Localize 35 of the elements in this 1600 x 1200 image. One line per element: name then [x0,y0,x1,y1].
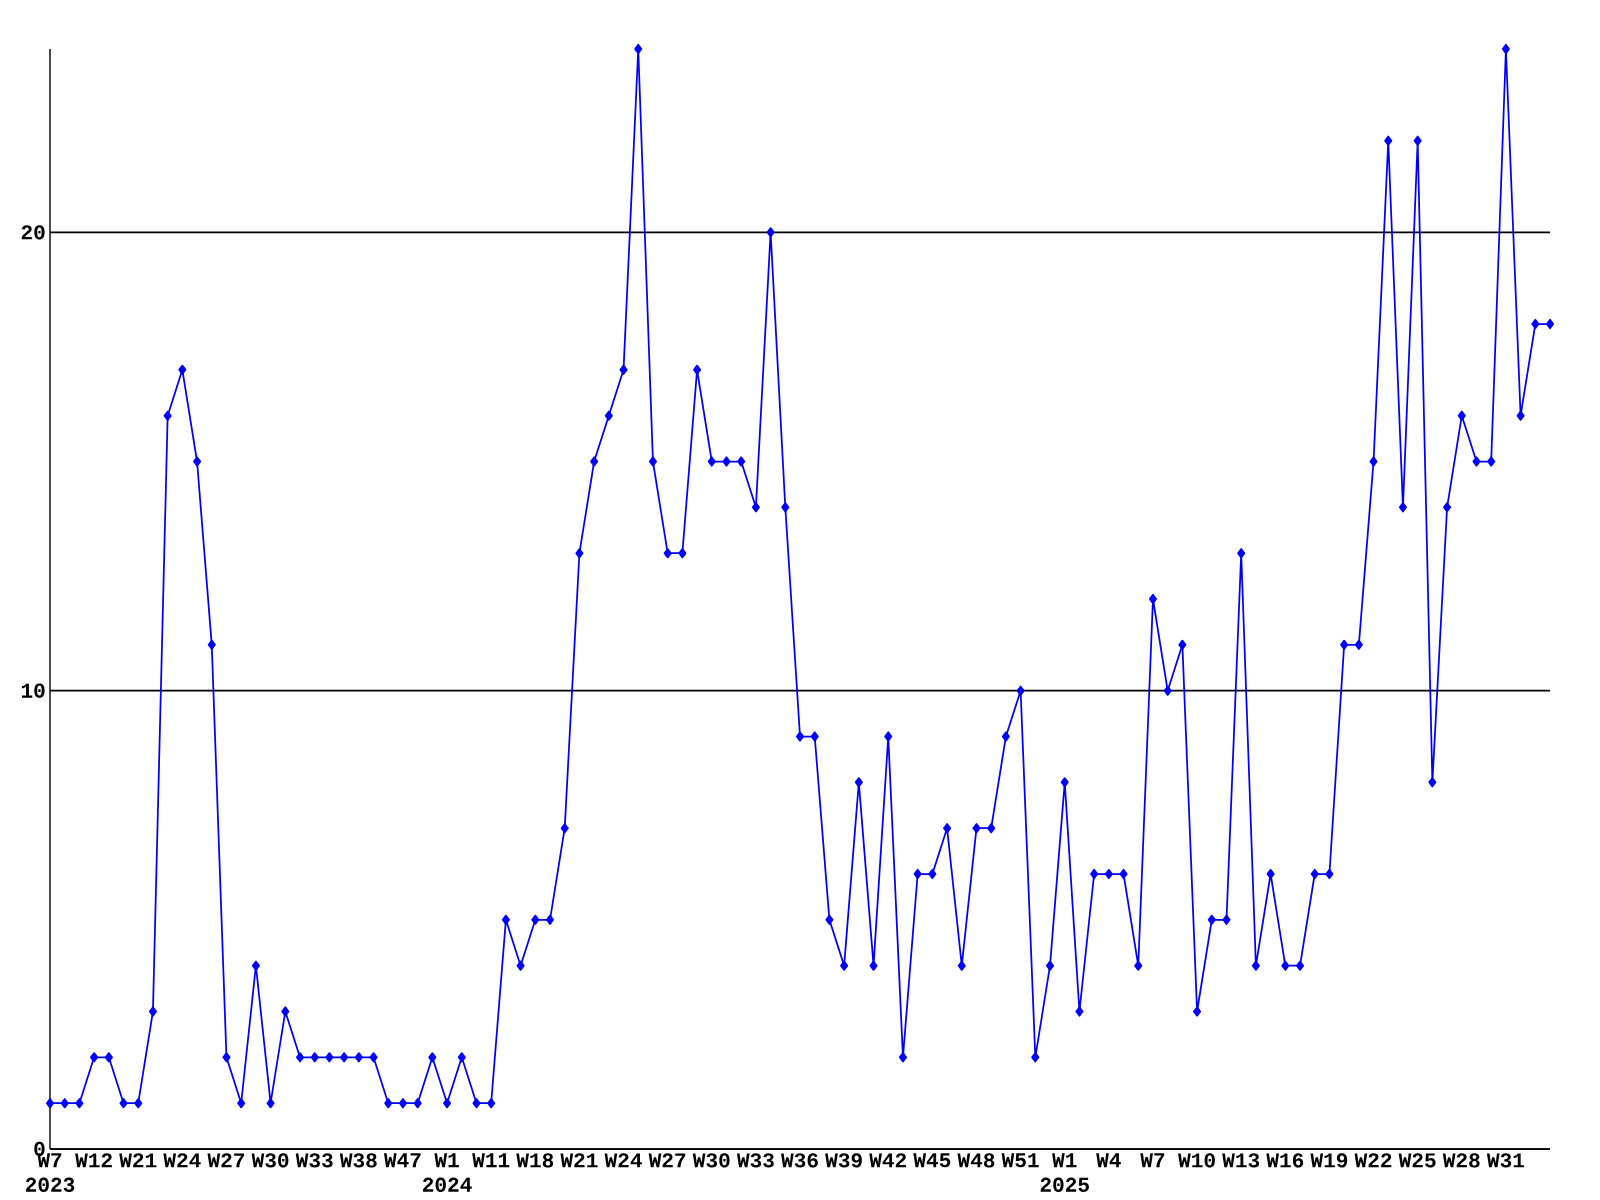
x-tick-label: W16 [1266,1153,1304,1168]
x-tick-label: W1 2024 [423,1153,472,1192]
x-tick-label: W51 [1001,1153,1039,1168]
x-tick-label: W39 [825,1153,862,1168]
x-tick-label: W33 [736,1153,774,1168]
x-tick-label: W31 [1486,1153,1525,1168]
x-tick-label: W45 [913,1153,951,1168]
x-tick-label: W36 [781,1153,818,1168]
x-tick-label: W30 [251,1153,289,1168]
x-tick-label: W48 [957,1153,995,1168]
x-tick-label: W21 [560,1153,598,1168]
x-tick-label: W1 2025 [1040,1153,1089,1192]
x-tick-label: W25 [1398,1153,1436,1168]
x-tick-label: W12 [75,1153,112,1168]
x-tick-label: W10 [1178,1153,1215,1168]
y-tick-label: 10 [21,683,45,698]
x-tick-label: W42 [869,1153,906,1168]
x-tick-label: W38 [339,1153,377,1168]
x-tick-label: W27 [207,1153,245,1168]
x-tick-label: W22 [1354,1153,1392,1168]
x-tick-label: W24 [163,1153,201,1168]
x-tick-label: W24 [604,1153,642,1168]
x-tick-label: W47 [383,1153,421,1168]
x-tick-label: W30 [692,1153,730,1168]
x-tick-label: W21 [119,1153,157,1168]
x-tick-label: W18 [516,1153,554,1168]
x-tick-label: W4 [1096,1153,1121,1168]
x-tick-label: W28 [1442,1153,1480,1168]
x-tick-label: W27 [648,1153,686,1168]
x-tick-label: W11 [472,1153,510,1168]
x-tick-label: W7 [1140,1153,1165,1168]
x-tick-label: W33 [295,1153,333,1168]
x-tick-label: W13 [1222,1153,1260,1168]
x-tick-label: W19 [1310,1153,1348,1168]
y-tick-label: 20 [21,225,45,240]
